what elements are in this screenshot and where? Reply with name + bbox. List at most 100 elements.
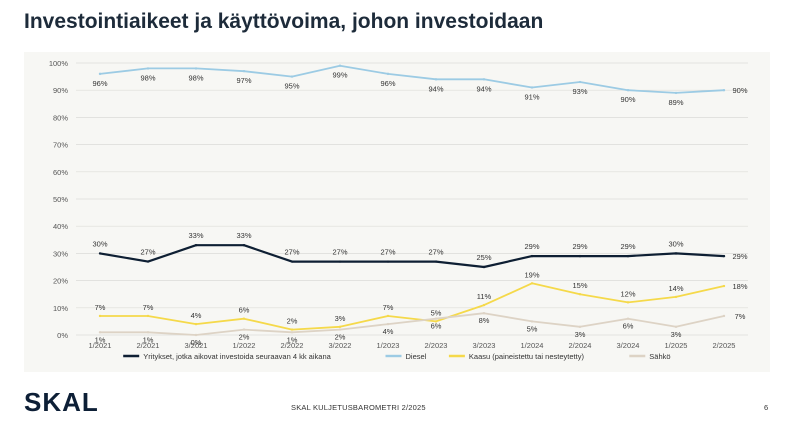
data-point [146,67,150,70]
data-point [242,328,246,331]
data-label: 91% [524,92,539,101]
data-point [386,260,390,263]
data-label: 7% [735,312,746,321]
data-label: 29% [524,242,539,251]
data-point [722,89,726,92]
data-point [722,314,726,318]
data-label: 5% [431,308,442,317]
data-label: 1% [95,335,106,344]
data-point [674,252,678,255]
data-point [530,282,534,285]
data-point [674,91,678,95]
data-label: 99% [332,71,347,80]
data-label: 2% [239,333,250,342]
data-label: 29% [732,252,747,261]
legend-label: Yritykset, jotka aikovat investoida seur… [143,352,331,361]
data-point [578,325,582,329]
data-point [626,254,630,258]
data-label: 11% [477,292,492,301]
y-tick-label: 50% [53,195,68,204]
data-label: 25% [476,253,491,262]
data-point [530,320,534,323]
data-label: 98% [140,73,155,82]
data-point [98,331,102,334]
data-point [290,260,294,263]
y-tick-label: 100% [49,59,69,68]
data-label: 30% [92,239,107,248]
data-point [578,80,582,84]
x-tick-label: 2/2025 [713,341,736,350]
data-label: 95% [284,82,299,91]
y-tick-label: 60% [53,168,68,177]
data-point [578,254,582,258]
data-label: 2% [287,317,298,326]
data-point [482,303,486,307]
data-point [530,86,534,89]
data-point [722,284,726,288]
data-label: 1% [143,335,154,344]
data-point [386,322,390,326]
data-label: 27% [428,248,443,257]
data-label: 7% [143,303,154,312]
data-point [674,295,678,299]
data-label: 3% [335,314,346,323]
page-number: 6 [764,403,769,412]
data-point [482,78,486,81]
y-tick-label: 80% [53,113,68,122]
data-point [98,252,102,255]
data-point [98,72,102,76]
data-point [146,260,150,263]
data-point [482,312,486,315]
data-label: 1% [287,335,298,344]
data-point [146,331,150,334]
chart-panel: 0% 10% 20% 30% 40% 50% 60% 70% 80% 90% 100% 1/2021 2… [24,52,770,372]
data-label: 90% [620,95,635,104]
data-label: 15% [572,281,587,290]
data-point [578,293,582,296]
data-label: 29% [620,242,635,251]
data-label: 93% [572,87,587,96]
x-tick-label: 1/2021 [89,341,112,350]
data-label: 97% [236,76,251,85]
data-point [674,325,678,329]
data-point [386,72,390,76]
data-label: 18% [732,282,747,291]
data-point [626,301,630,304]
line-chart: 0% 10% 20% 30% 40% 50% 60% 70% 80% 90% 100% 1/2021 2… [49,59,748,361]
data-point [626,317,630,320]
data-point [338,328,342,331]
data-point [434,317,438,320]
data-label: 27% [380,248,395,257]
x-tick-label: 2/2023 [425,341,448,350]
data-label: 3% [671,330,682,339]
data-label: 94% [428,84,443,93]
data-label: 94% [476,84,491,93]
x-tick-label: 1/2024 [521,341,544,350]
y-tick-label: 70% [53,141,68,150]
data-point [242,69,246,73]
x-tick-label: 2/2021 [137,341,160,350]
data-point [338,325,342,329]
data-point [194,67,198,70]
data-label: 12% [620,289,635,298]
data-label: 33% [188,231,203,240]
y-tick-label: 10% [53,304,68,313]
series-line [100,312,725,336]
data-label: 98% [188,73,203,82]
data-label: 6% [623,322,634,331]
x-tick-label: 3/2023 [473,341,496,350]
x-tick-label: 1/2025 [665,341,688,350]
data-label: 5% [527,324,538,333]
data-point [98,314,102,318]
x-tick-label: 3/2024 [617,341,640,350]
data-label: 29% [572,242,587,251]
y-tick-label: 30% [53,249,68,258]
data-label: 2% [335,333,346,342]
data-point [242,317,246,320]
x-tick-label: 1/2023 [377,341,400,350]
skal-logo: SKAL [24,387,99,417]
data-label: 8% [479,316,490,325]
data-label: 19% [524,270,539,279]
data-label: 96% [380,79,395,88]
data-point [194,333,198,337]
